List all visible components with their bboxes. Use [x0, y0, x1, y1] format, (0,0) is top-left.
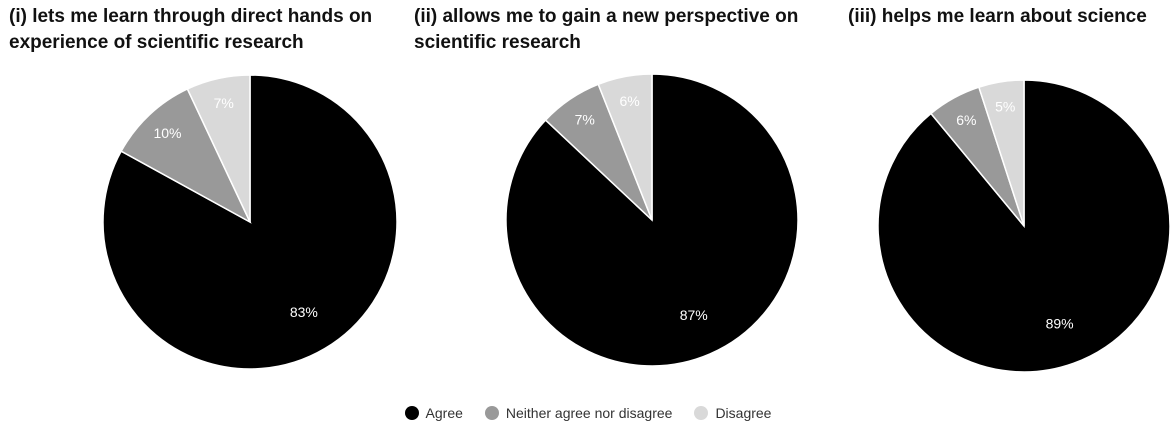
pie-3-label-disagree: 5%: [995, 98, 1015, 114]
pie-3-slice-disagree: [977, 79, 1025, 227]
pie-3-label-neither-agree-nor-disagree: 6%: [956, 112, 976, 128]
legend-label-disagree: Disagree: [715, 405, 772, 421]
chart-panel-1: 83% 10% 7% (i) lets me learn through direc…: [9, 0, 409, 400]
pie-3-label-agree: 89%: [1046, 316, 1074, 332]
chart-title-1-line-1: (i) lets me learn through direct hands o…: [9, 6, 373, 27]
pie-2-label-neither-agree-nor-disagree: 7%: [575, 112, 595, 128]
pie-1-label-neither-agree-nor-disagree: 10%: [153, 125, 181, 141]
chart-title-2: (ii) allows me to gain a new perspective…: [414, 4, 798, 56]
pie-chart-1: 83% 10% 7%: [102, 74, 398, 370]
pie-1-label-disagree: 7%: [214, 95, 234, 111]
chart-title-3: (iii) helps me learn about science: [848, 4, 1147, 30]
chart-legend: Agree Neither agree nor disagree Disagre…: [0, 402, 1176, 424]
legend-swatch-disagree: [694, 406, 709, 420]
pie-1-slice-neither-agree-nor-disagree: [120, 87, 252, 224]
pie-chart-3: 89% 6% 5%: [877, 79, 1171, 373]
pie-2-slice-disagree: [597, 73, 653, 221]
pie-2-label-disagree: 6%: [619, 93, 639, 109]
chart-panel-2: 87% 7% 6% (ii) allows me to gain a new per…: [414, 0, 844, 400]
pie-1-slice-disagree: [186, 74, 251, 223]
legend-label-agree: Agree: [425, 405, 463, 421]
legend-item-neither: Neither agree nor disagree: [484, 405, 673, 421]
pie-1-label-agree: 83%: [290, 304, 318, 320]
chart-title-1-line-2: experience of scientific research: [9, 32, 304, 53]
chart-title-1: (i) lets me learn through direct hands o…: [9, 4, 372, 56]
legend-item-disagree: Disagree: [694, 405, 771, 421]
legend-swatch-agree: [404, 406, 419, 420]
chart-title-2-line-1: (ii) allows me to gain a new perspective…: [414, 6, 799, 27]
pie-2-label-agree: 87%: [680, 307, 708, 323]
legend-label-neither: Neither agree nor disagree: [505, 405, 673, 421]
legend-swatch-neither: [484, 406, 499, 420]
legend-item-agree: Agree: [404, 405, 463, 421]
chart-title-3-line-1: (iii) helps me learn about science: [848, 6, 1147, 27]
pie-chart-2: 87% 7% 6%: [505, 73, 799, 367]
chart-title-2-line-2: scientific research: [414, 32, 581, 53]
chart-panel-3: 89% 6% 5% (iii) helps me learn about scien…: [848, 0, 1174, 400]
